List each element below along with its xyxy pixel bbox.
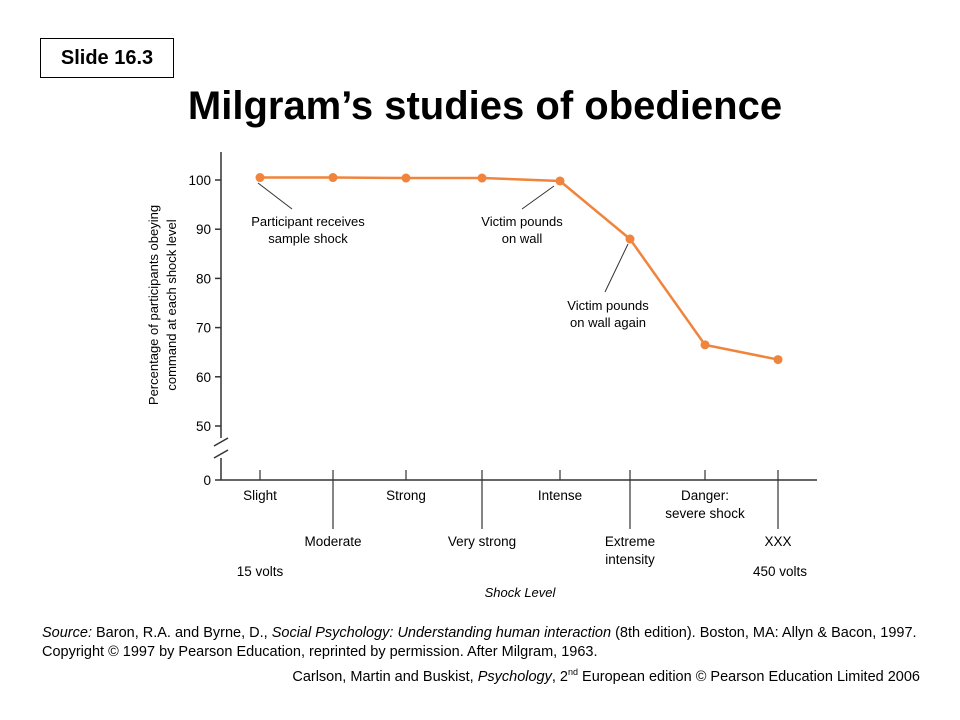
- annotation-text: Victim pounds: [567, 298, 649, 313]
- annotation-leader: [521, 185, 555, 210]
- data-point: [328, 173, 338, 183]
- x-tick-label: XXX: [764, 534, 791, 549]
- x-tick-label: Strong: [386, 488, 426, 503]
- axis-break-mark: [213, 437, 229, 447]
- y-ticks: 100 90 80 70 60 50 0: [188, 173, 221, 488]
- y-axis-label-2: command at each shock level: [164, 219, 179, 390]
- x-categories: Slight Moderate Strong Very strong Intense Ex…: [243, 470, 792, 567]
- chart-axes: [213, 152, 817, 481]
- x-tick-label: intensity: [605, 552, 655, 567]
- y-tick-label: 50: [196, 419, 211, 434]
- data-point: [255, 173, 265, 183]
- y-tick-label: 80: [196, 271, 211, 286]
- copyright-d: European edition © Pearson Education Lim…: [578, 668, 920, 685]
- y-tick-label: 0: [203, 473, 211, 488]
- copyright-c: , 2: [551, 668, 568, 685]
- series-polyline: [260, 176, 779, 361]
- source-rest: (8th edition). Boston, MA: Allyn & Bacon…: [42, 625, 917, 660]
- x-axis-label: Shock Level: [485, 585, 557, 600]
- data-point: [401, 173, 411, 183]
- x-tick-label: Very strong: [448, 534, 516, 549]
- annotation-text: sample shock: [268, 231, 348, 246]
- series-line: [255, 173, 783, 365]
- data-point: [477, 173, 487, 183]
- data-point: [700, 340, 710, 350]
- y-tick-label: 100: [188, 173, 211, 188]
- x-tick-label: Slight: [243, 488, 277, 503]
- source-citation: Source: Baron, R.A. and Byrne, D., Socia…: [42, 624, 922, 662]
- annotation-text: on wall: [502, 231, 543, 246]
- source-authors: Baron, R.A. and Byrne, D.,: [91, 625, 272, 641]
- data-point: [625, 234, 635, 244]
- x-tick-label: Danger:: [681, 488, 729, 503]
- copyright-line: Carlson, Martin and Buskist, Psychology,…: [230, 667, 920, 685]
- slide-label: Slide 16.3: [40, 38, 174, 78]
- annotation-leader: [257, 182, 293, 210]
- data-point: [555, 176, 565, 186]
- annotation-text: on wall again: [570, 315, 646, 330]
- y-axis-label: Percentage of participants obeying: [146, 205, 161, 405]
- annotation-leader: [604, 243, 629, 293]
- axis-break-mark-2: [213, 449, 229, 459]
- source-book: Social Psychology: Understanding human i…: [271, 625, 612, 641]
- x-tick-label: Moderate: [304, 534, 361, 549]
- copyright-book: Psychology: [477, 668, 552, 685]
- annotations: Participant receives sample shock Victim p…: [251, 182, 649, 330]
- source-prefix: Source:: [42, 625, 92, 641]
- slide-title: Milgram’s studies of obedience: [187, 84, 783, 128]
- copyright-sup: nd: [567, 667, 578, 677]
- annotation-text: Participant receives: [251, 214, 365, 229]
- y-tick-label: 60: [196, 370, 211, 385]
- obedience-chart: 100 90 80 70 60 50 0 Slight Moderate Strong Very …: [146, 152, 817, 600]
- x-tick-label: severe shock: [665, 506, 745, 521]
- data-point: [773, 355, 783, 365]
- annotation-text: Victim pounds: [481, 214, 563, 229]
- x-tick-label: Extreme: [605, 534, 655, 549]
- range-label-low: 15 volts: [237, 564, 284, 579]
- copyright-a: Carlson, Martin and Buskist,: [292, 668, 478, 685]
- range-label-high: 450 volts: [753, 564, 807, 579]
- x-tick-label: Intense: [538, 488, 582, 503]
- y-tick-label: 70: [196, 321, 211, 336]
- y-tick-label: 90: [196, 222, 211, 237]
